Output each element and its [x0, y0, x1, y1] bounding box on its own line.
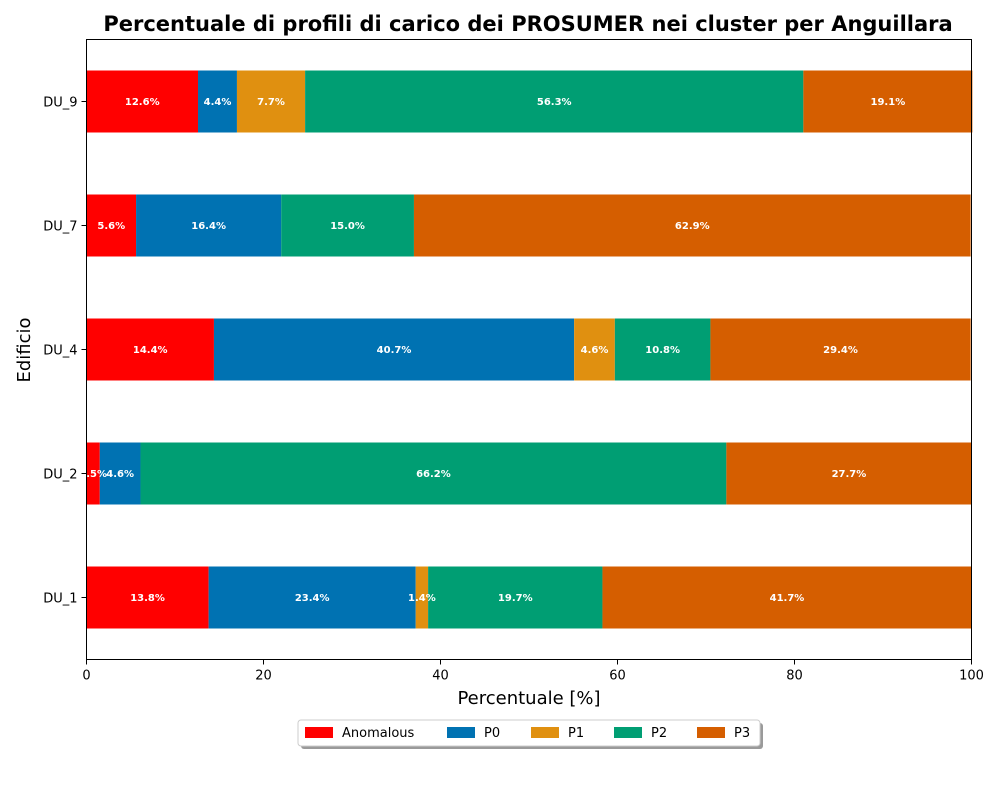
bar-value-label: 7.7%: [257, 97, 285, 108]
legend-swatch-p3: [697, 727, 725, 738]
legend-swatch-p0: [447, 727, 475, 738]
y-axis-label: Edificio: [14, 317, 35, 382]
bar-du-7-p0: [136, 194, 282, 257]
bar-value-label: 4.6%: [581, 345, 609, 356]
bar-value-label: 15.0%: [330, 221, 365, 232]
legend-box: [297, 719, 761, 747]
bars-layer: [86, 70, 973, 629]
y-tick-label: DU_7: [43, 220, 77, 235]
bar-du-4-p0: [213, 318, 575, 381]
bar-value-label: 19.7%: [498, 593, 533, 604]
bar-value-label: 66.2%: [416, 469, 451, 480]
x-tick-label: 20: [255, 669, 272, 684]
bar-value-label: 4.6%: [106, 469, 134, 480]
bar-du-4-anomalous: [86, 318, 214, 381]
bar-du-4-p3: [710, 318, 971, 381]
legend-swatch-p1: [531, 727, 559, 738]
legend-swatch-anomalous: [305, 727, 333, 738]
bar-value-label: 19.1%: [871, 97, 906, 108]
bar-du-9-p2: [305, 70, 804, 133]
bar-value-label: 29.4%: [823, 345, 858, 356]
bar-du-4-p2: [614, 318, 711, 381]
bar-du-4-p1: [574, 318, 615, 381]
bar-value-label: 10.8%: [645, 345, 680, 356]
x-tick-label: 40: [432, 669, 449, 684]
x-tick-label: 60: [609, 669, 626, 684]
bar-value-label: 41.7%: [770, 593, 805, 604]
legend-label-p3: P3: [734, 726, 750, 741]
bar-du-2-p0: [99, 442, 141, 505]
legend: Anomalous P0 P1 P2 P3: [297, 719, 763, 749]
x-axis: 0 20 40 60 80 100: [82, 659, 984, 684]
y-tick-label: DU_1: [43, 592, 77, 607]
chart-title: Percentuale di profili di carico dei PRO…: [103, 12, 952, 36]
bar-value-label: 14.4%: [133, 345, 168, 356]
bar-value-label: 27.7%: [832, 469, 867, 480]
bar-du-9-p0: [198, 70, 237, 133]
bar-value-label: 1.5%: [79, 469, 107, 480]
bar-du-1-anomalous: [86, 566, 209, 629]
bar-value-label: 13.8%: [130, 593, 165, 604]
x-tick-label: 100: [959, 669, 984, 684]
bar-du-7-p3: [413, 194, 971, 257]
legend-label-p0: P0: [484, 726, 500, 741]
y-tick-label: DU_9: [43, 96, 77, 111]
legend-label-p1: P1: [568, 726, 584, 741]
y-axis: DU_1 DU_2 DU_4 DU_7 DU_9: [43, 96, 87, 607]
bar-value-label: 12.6%: [125, 97, 160, 108]
bar-du-9-p3: [803, 70, 973, 133]
bar-labels-layer: 13.8% 23.4% 1.4% 19.7% 41.7%1.5% 4.6% 66.2% 27.…: [79, 97, 905, 604]
bar-du-7-p2: [281, 194, 414, 257]
y-tick-label: DU_4: [43, 344, 77, 359]
x-axis-label: Percentuale [%]: [457, 688, 600, 709]
legend-swatch-p2: [614, 727, 642, 738]
bar-value-label: 4.4%: [204, 97, 232, 108]
legend-label-p2: P2: [651, 726, 667, 741]
bar-du-2-p2: [140, 442, 727, 505]
bar-value-label: 5.6%: [97, 221, 125, 232]
bar-du-2-anomalous: [86, 442, 100, 505]
bar-value-label: 16.4%: [191, 221, 226, 232]
y-tick-label: DU_2: [43, 468, 77, 483]
bar-value-label: 40.7%: [377, 345, 412, 356]
bar-du-2-p3: [726, 442, 972, 505]
bar-value-label: 62.9%: [675, 221, 710, 232]
bar-value-label: 56.3%: [537, 97, 572, 108]
bar-du-1-p2: [428, 566, 603, 629]
bar-value-label: 1.4%: [408, 593, 436, 604]
legend-label-anomalous: Anomalous: [342, 726, 415, 741]
bar-du-9-p1: [236, 70, 306, 133]
bar-du-1-p3: [602, 566, 972, 629]
bar-du-1-p0: [208, 566, 416, 629]
bar-value-label: 23.4%: [295, 593, 330, 604]
x-tick-label: 0: [82, 669, 90, 684]
x-tick-label: 80: [786, 669, 803, 684]
bar-du-9-anomalous: [86, 70, 199, 133]
bar-du-1-p1: [415, 566, 429, 629]
bar-du-7-anomalous: [86, 194, 137, 257]
